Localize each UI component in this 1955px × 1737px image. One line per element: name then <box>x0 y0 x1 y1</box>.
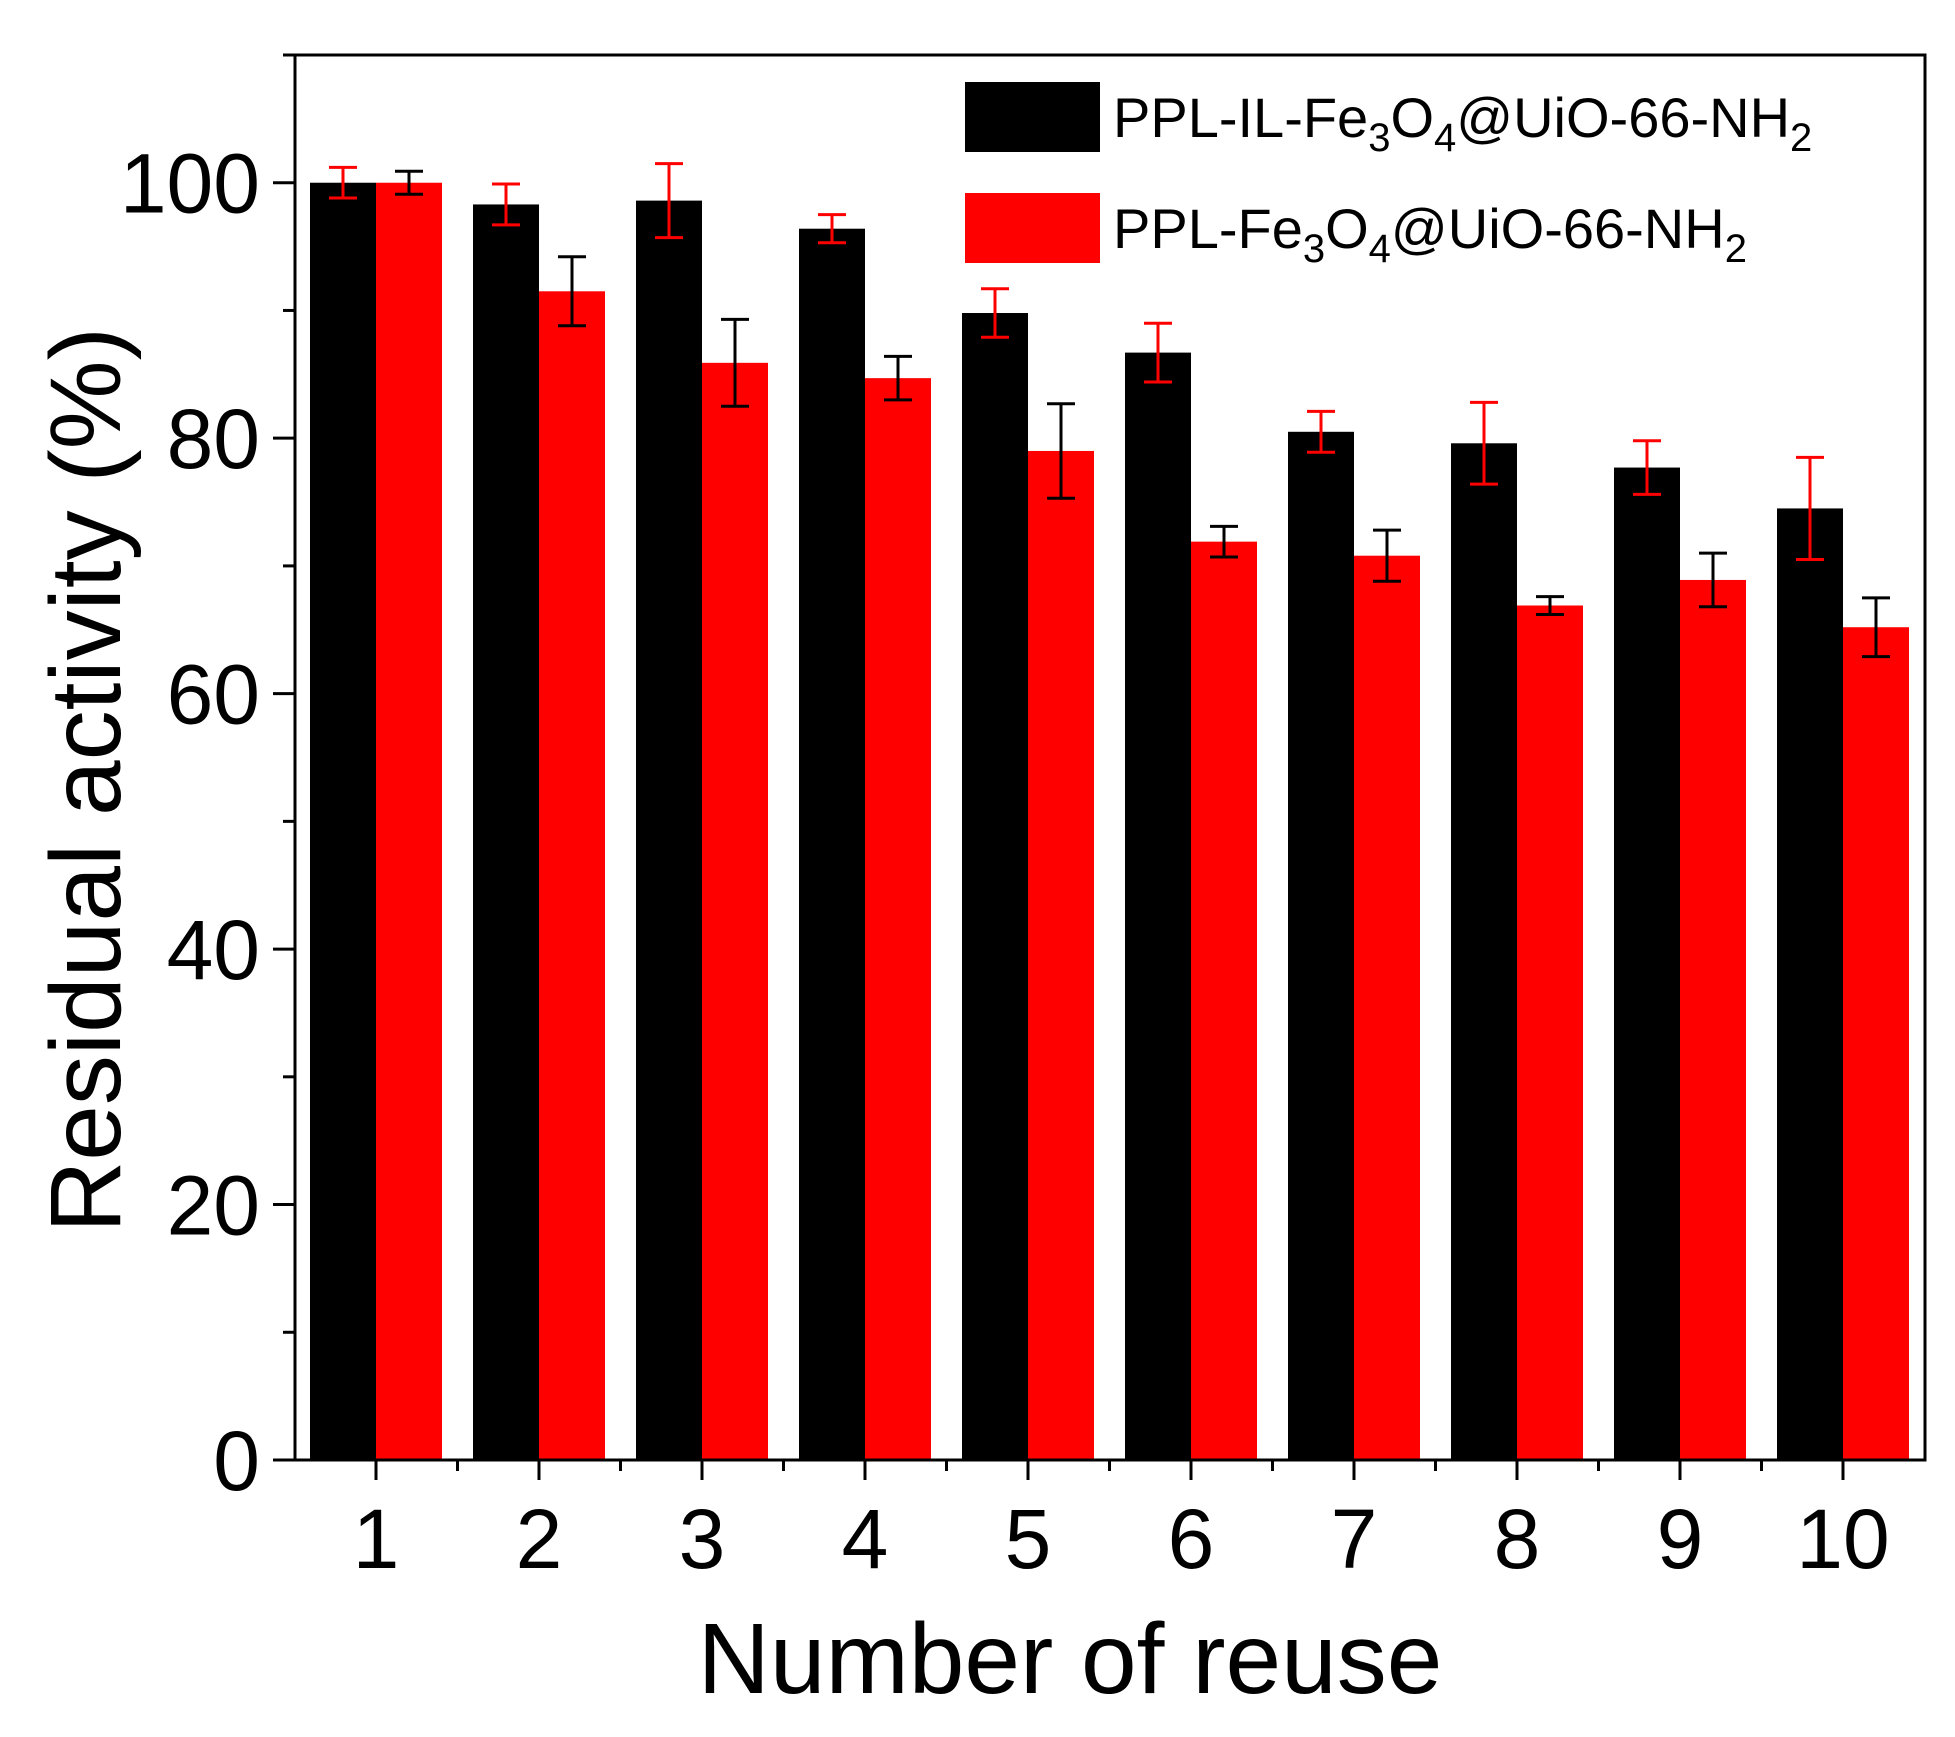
y-tick-label: 100 <box>120 137 260 231</box>
legend-swatch <box>965 82 1100 152</box>
error-bars-layer <box>329 162 1890 659</box>
bar <box>539 291 605 1461</box>
bar <box>636 200 702 1460</box>
bar <box>1517 605 1583 1460</box>
legend-label-subscript: 3 <box>1303 227 1325 271</box>
x-tick-label: 5 <box>1005 1492 1052 1586</box>
x-tick-label: 1 <box>353 1492 400 1586</box>
axes-layer <box>273 53 1927 1480</box>
bar <box>1288 431 1354 1461</box>
legend: PPL-IL-Fe3O4@UiO-66-NH2PPL-Fe3O4@UiO-66-… <box>965 82 1812 271</box>
bar <box>1191 541 1257 1460</box>
bar <box>962 313 1028 1461</box>
legend-label-part: PPL-IL-Fe <box>1113 86 1368 149</box>
legend-label-part: @UiO-66-NH <box>1391 197 1725 260</box>
bar <box>1614 467 1680 1460</box>
bar <box>1028 450 1094 1460</box>
y-tick-label: 0 <box>213 1414 260 1508</box>
legend-label-subscript: 4 <box>1434 116 1456 160</box>
bar <box>1680 579 1746 1460</box>
y-axis-title: Residual activity (%) <box>30 327 142 1233</box>
legend-swatch <box>965 193 1100 263</box>
legend-label-subscript: 4 <box>1369 227 1391 271</box>
bar <box>473 204 539 1460</box>
bar <box>799 228 865 1460</box>
bar <box>865 378 931 1460</box>
x-tick-label: 7 <box>1331 1492 1378 1586</box>
bars-layer <box>310 182 1909 1461</box>
x-tick-label: 9 <box>1657 1492 1704 1586</box>
x-tick-label: 6 <box>1168 1492 1215 1586</box>
bar <box>1451 443 1517 1461</box>
bar <box>702 362 768 1460</box>
x-tick-label: 2 <box>516 1492 563 1586</box>
bar <box>1354 555 1420 1460</box>
x-tick-label: 10 <box>1796 1492 1889 1586</box>
bar <box>310 182 376 1460</box>
y-tick-label: 20 <box>167 1159 260 1253</box>
x-tick-label: 8 <box>1494 1492 1541 1586</box>
legend-label: PPL-IL-Fe3O4@UiO-66-NH2 <box>1113 86 1812 160</box>
y-tick-label: 80 <box>167 392 260 486</box>
legend-label-subscript: 2 <box>1790 116 1812 160</box>
bar <box>1777 508 1843 1460</box>
bar <box>1843 627 1909 1460</box>
legend-label-part: @UiO-66-NH <box>1456 86 1790 149</box>
legend-label-part: PPL-Fe <box>1113 197 1303 260</box>
legend-label: PPL-Fe3O4@UiO-66-NH2 <box>1113 197 1747 271</box>
bar <box>1125 352 1191 1461</box>
legend-label-part: O <box>1390 86 1434 149</box>
x-tick-label: 4 <box>842 1492 889 1586</box>
legend-label-subscript: 2 <box>1725 227 1747 271</box>
x-tick-label: 3 <box>679 1492 726 1586</box>
x-axis-title: Number of reuse <box>698 1603 1443 1715</box>
legend-label-subscript: 3 <box>1368 116 1390 160</box>
bar <box>376 182 442 1460</box>
y-tick-label: 60 <box>167 648 260 742</box>
legend-label-part: O <box>1325 197 1369 260</box>
y-tick-label: 40 <box>167 903 260 997</box>
